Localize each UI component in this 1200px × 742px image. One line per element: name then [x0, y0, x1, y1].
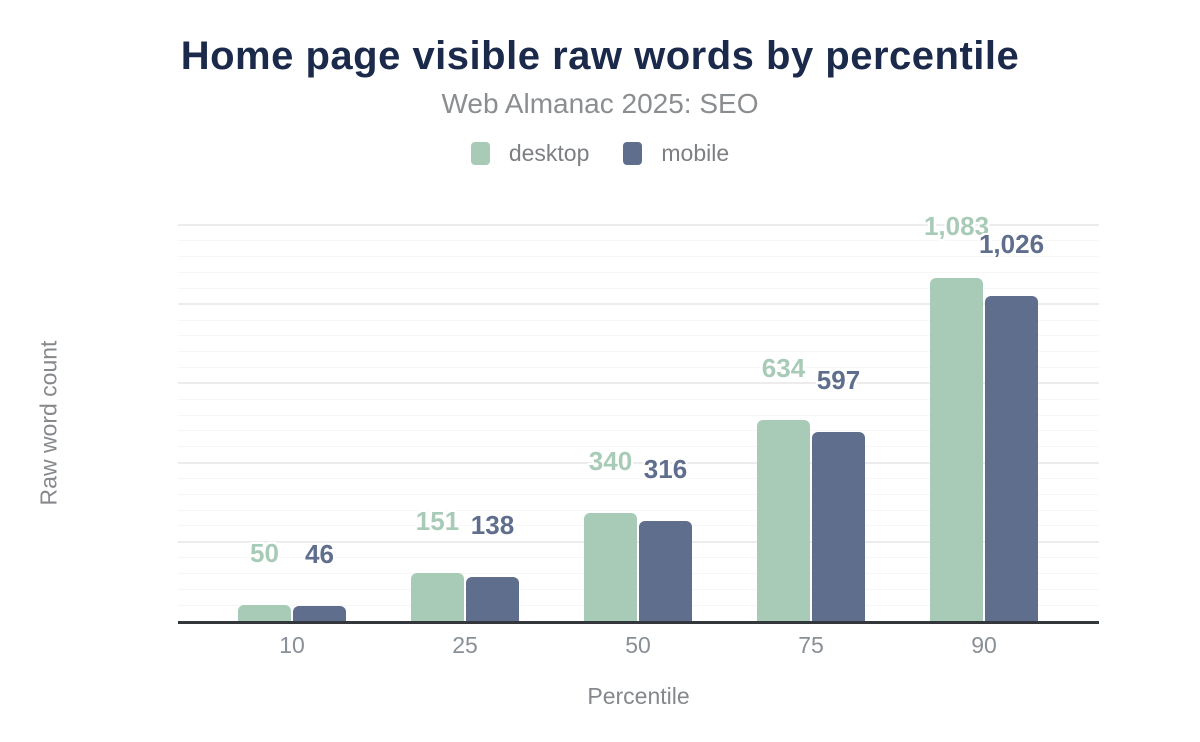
legend-label: mobile: [661, 140, 730, 166]
gridline-minor: [178, 604, 1099, 606]
gridline-minor: [178, 319, 1099, 321]
bar-desktop-p50: [584, 513, 637, 621]
gridline-minor: [178, 525, 1099, 527]
gridline-major: [178, 461, 1099, 464]
legend-label: desktop: [508, 140, 590, 166]
y-axis-title: Raw word count: [35, 340, 62, 506]
legend-swatch-desktop: [470, 142, 490, 165]
legend: desktop mobile: [0, 140, 1200, 167]
gridline-minor: [178, 477, 1099, 479]
bar-label-desktop-p25: 151: [415, 506, 460, 537]
chart-subtitle: Web Almanac 2025: SEO: [441, 88, 759, 119]
gridline-major: [178, 382, 1099, 385]
plot-area: 50 46 151 138 340 316 634 597 1,083 1,026: [178, 211, 1099, 624]
bar-desktop-p25: [411, 573, 464, 621]
gridline-minor: [178, 572, 1099, 574]
gridline-major: [178, 540, 1099, 543]
bar-desktop-p10: [238, 605, 291, 621]
x-tick-75: 75: [798, 632, 824, 658]
gridline-minor: [178, 335, 1099, 337]
gridline-major: [178, 224, 1099, 226]
bar-label-mobile-p75: 597: [816, 364, 861, 395]
gridline-minor: [178, 414, 1099, 416]
gridline-minor: [178, 256, 1099, 258]
x-tick-10: 10: [279, 632, 305, 658]
bar-label-mobile-p90: 1,026: [978, 228, 1045, 259]
bar-mobile-p75: [812, 431, 865, 621]
bar-label-desktop-p50: 340: [588, 446, 633, 477]
legend-item-desktop[interactable]: desktop: [470, 140, 590, 167]
bar-desktop-p90: [930, 277, 983, 621]
legend-swatch-mobile: [623, 142, 643, 165]
bar-label-desktop-p75: 634: [761, 353, 806, 384]
gridline-minor: [178, 287, 1099, 289]
x-tick-50: 50: [625, 632, 651, 658]
gridline-minor: [178, 446, 1099, 448]
gridline-minor: [178, 493, 1099, 495]
gridline-minor: [178, 588, 1099, 590]
bar-label-desktop-p10: 50: [250, 538, 279, 569]
bar-mobile-p50: [639, 520, 692, 621]
gridline-minor: [178, 351, 1099, 353]
gridline-major: [178, 303, 1099, 306]
gridline-minor: [178, 509, 1099, 511]
bar-label-desktop-p90: 1,083: [923, 210, 990, 241]
x-tick-25: 25: [452, 632, 478, 658]
bar-mobile-p90: [985, 295, 1038, 621]
gridline-minor: [178, 398, 1099, 400]
bar-label-mobile-p50: 316: [643, 453, 688, 484]
gridline-minor: [178, 430, 1099, 432]
bar-label-mobile-p10: 46: [305, 539, 334, 570]
bar-desktop-p75: [757, 420, 810, 621]
bar-mobile-p25: [466, 577, 519, 621]
chart-title: Home page visible raw words by percentil…: [180, 34, 1020, 78]
bar-mobile-p10: [293, 606, 346, 621]
x-tick-90: 90: [971, 632, 997, 658]
bar-label-mobile-p25: 138: [470, 510, 515, 541]
legend-item-mobile[interactable]: mobile: [623, 140, 729, 167]
gridline-minor: [178, 367, 1099, 369]
gridline-minor: [178, 557, 1099, 559]
gridline-minor: [178, 240, 1099, 242]
gridline-minor: [178, 272, 1099, 274]
x-axis-title: Percentile: [587, 683, 690, 709]
